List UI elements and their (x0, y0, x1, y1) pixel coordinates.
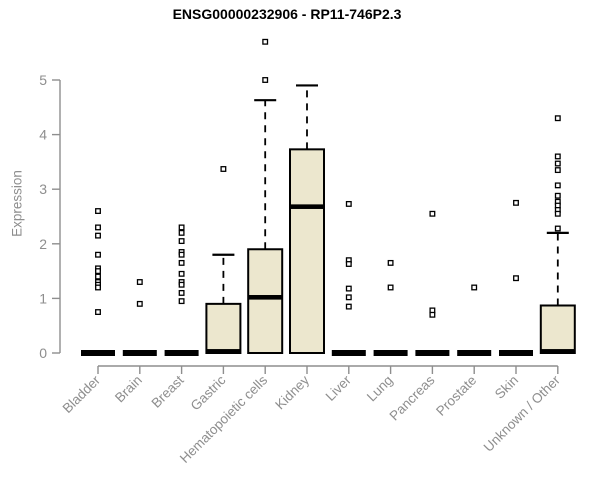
x-tick-label: Bladder (60, 372, 104, 416)
outlier-point (95, 268, 101, 275)
outlier-point (387, 284, 394, 291)
x-tick-label: Lung (364, 373, 396, 405)
outlier-point (95, 251, 101, 258)
flat-box (373, 350, 408, 356)
median-line (290, 204, 324, 209)
outlier-point (95, 309, 101, 315)
flat-box (331, 350, 366, 356)
outlier-point (345, 261, 352, 267)
outlier-point (429, 210, 436, 217)
outlier-point (262, 38, 269, 45)
x-tick-label: Gastric (188, 372, 229, 413)
outlier-point (554, 153, 561, 160)
x-tick-label: Brain (112, 373, 145, 406)
outlier-point (387, 259, 394, 266)
outlier-point (95, 224, 101, 231)
y-tick-label: 5 (39, 72, 47, 88)
flat-box (122, 350, 157, 356)
outlier-point (554, 167, 561, 174)
outlier-point (178, 289, 185, 296)
outlier-point (178, 224, 185, 231)
outlier-point (136, 300, 143, 307)
x-tick-label: Pancreas (387, 372, 438, 423)
outlier-point (178, 281, 185, 288)
y-tick-label: 4 (39, 127, 47, 143)
box-iqr (539, 304, 576, 354)
outlier-point (345, 294, 352, 301)
box-iqr (247, 248, 284, 354)
outlier-point (513, 199, 519, 206)
outlier-point (178, 259, 185, 266)
x-tick-label: Unknown / Other (481, 372, 564, 455)
flat-box (81, 350, 115, 356)
outlier-point (178, 270, 185, 277)
x-tick-label: Skin (492, 373, 521, 402)
outlier-point (220, 166, 227, 172)
outlier-point (95, 208, 101, 214)
outlier-point (95, 284, 101, 291)
flat-box (457, 350, 492, 356)
flat-box (415, 350, 450, 356)
flat-box (164, 350, 199, 356)
outlier-point (554, 115, 561, 122)
flat-box (499, 350, 533, 356)
y-tick-label: 1 (39, 290, 47, 306)
outlier-point (345, 303, 352, 310)
outlier-point (95, 273, 101, 280)
outlier-point (471, 284, 478, 291)
median-line (248, 295, 283, 300)
median-line (206, 349, 241, 354)
outlier-point (429, 311, 436, 318)
y-tick-label: 0 (39, 345, 47, 361)
outlier-point (178, 229, 185, 236)
outlier-point (554, 160, 561, 167)
x-tick-label: Liver (323, 372, 355, 404)
x-tick-label: Prostate (433, 373, 479, 419)
y-tick-label: 3 (39, 181, 47, 197)
x-tick-label: Kidney (272, 372, 312, 412)
outlier-point (178, 238, 185, 245)
outlier-point (554, 192, 561, 199)
outlier-point (178, 298, 185, 305)
outlier-point (554, 225, 561, 232)
outlier-point (262, 77, 269, 83)
outlier-point (136, 279, 143, 285)
chart-title: ENSG00000232906 - RP11-746P2.3 (172, 6, 402, 22)
outlier-point (345, 200, 352, 207)
outlier-point (178, 251, 185, 258)
outlier-point (95, 232, 101, 239)
y-tick-label: 2 (39, 236, 47, 252)
outlier-point (345, 285, 352, 292)
box-iqr (205, 302, 242, 354)
median-line (540, 349, 575, 354)
outlier-point (513, 275, 519, 282)
x-tick-label: Breast (149, 372, 187, 410)
box-iqr (289, 148, 325, 354)
outlier-point (554, 210, 561, 217)
outlier-point (554, 182, 561, 189)
